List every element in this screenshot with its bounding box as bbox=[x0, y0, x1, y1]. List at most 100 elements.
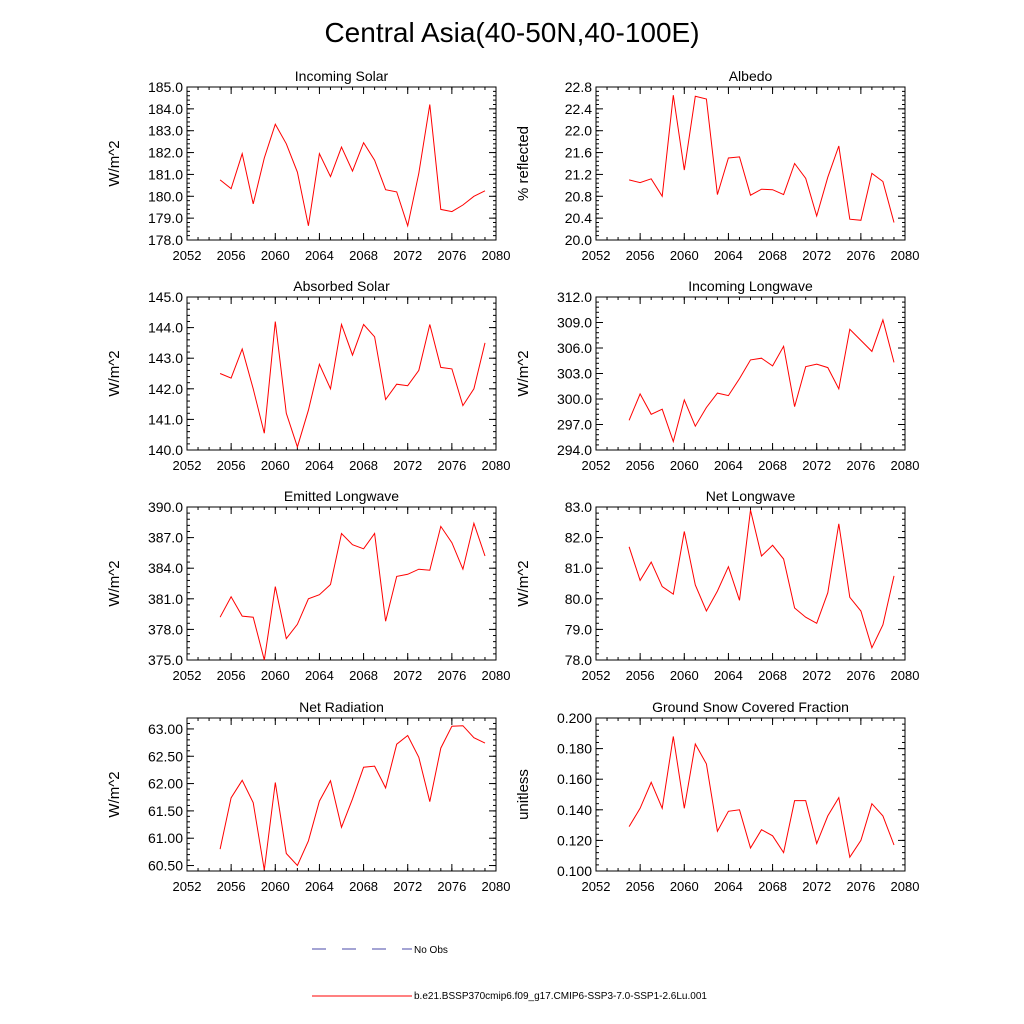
y-tick-label: 303.0 bbox=[557, 366, 592, 382]
x-tick-label: 2064 bbox=[305, 879, 334, 894]
y-axis-label: W/m^2 bbox=[515, 350, 532, 396]
y-tick-label: 21.6 bbox=[565, 145, 592, 161]
figure-title: Central Asia(40-50N,40-100E) bbox=[324, 17, 699, 48]
y-axis-label: W/m^2 bbox=[106, 771, 123, 817]
x-tick-label: 2068 bbox=[349, 248, 378, 263]
x-tick-label: 2064 bbox=[714, 668, 743, 683]
y-tick-label: 179.0 bbox=[148, 210, 183, 226]
panel-title: Ground Snow Covered Fraction bbox=[652, 699, 849, 715]
x-tick-label: 2068 bbox=[349, 668, 378, 683]
x-tick-label: 2056 bbox=[626, 248, 655, 263]
x-tick-label: 2080 bbox=[891, 458, 920, 473]
y-tick-label: 61.00 bbox=[148, 830, 183, 846]
x-tick-label: 2064 bbox=[305, 668, 334, 683]
x-tick-label: 2076 bbox=[437, 458, 466, 473]
y-tick-label: 140.0 bbox=[148, 442, 183, 458]
x-tick-label: 2064 bbox=[305, 458, 334, 473]
plot-frame bbox=[186, 86, 497, 241]
panel-title: Emitted Longwave bbox=[284, 488, 399, 504]
x-tick-label: 2056 bbox=[626, 879, 655, 894]
y-tick-label: 62.50 bbox=[148, 748, 183, 764]
x-tick-label: 2080 bbox=[891, 668, 920, 683]
x-tick-label: 2068 bbox=[349, 879, 378, 894]
x-tick-label: 2064 bbox=[714, 879, 743, 894]
panel-4: Incoming Longwave W/m^2 2052 2056 2060 2064 20… bbox=[515, 278, 919, 473]
x-tick-label: 2052 bbox=[582, 879, 611, 894]
plot-frame bbox=[595, 86, 906, 241]
y-tick-label: 0.180 bbox=[557, 741, 592, 757]
y-tick-label: 294.0 bbox=[557, 442, 592, 458]
y-tick-label: 80.0 bbox=[565, 591, 592, 607]
x-tick-label: 2060 bbox=[261, 668, 290, 683]
y-tick-label: 20.4 bbox=[565, 210, 592, 226]
series-line bbox=[628, 95, 895, 223]
legend-model-label: b.e21.BSSP370cmip6.f09_g17.CMIP6-SSP3-7.… bbox=[414, 991, 707, 1002]
legend-obs-label: No Obs bbox=[414, 945, 448, 956]
y-tick-label: 144.0 bbox=[148, 320, 183, 336]
x-tick-label: 2072 bbox=[393, 879, 422, 894]
x-tick-label: 2060 bbox=[670, 248, 699, 263]
x-tick-label: 2060 bbox=[261, 248, 290, 263]
y-tick-label: 378.0 bbox=[148, 621, 183, 637]
y-tick-label: 22.0 bbox=[565, 123, 592, 139]
y-tick-label: 184.0 bbox=[148, 101, 183, 117]
x-tick-label: 2080 bbox=[891, 879, 920, 894]
x-tick-label: 2080 bbox=[891, 248, 920, 263]
y-tick-label: 141.0 bbox=[148, 411, 183, 427]
x-tick-label: 2080 bbox=[482, 879, 511, 894]
x-tick-label: 2076 bbox=[846, 879, 875, 894]
y-tick-label: 306.0 bbox=[557, 340, 592, 356]
x-tick-label: 2076 bbox=[437, 248, 466, 263]
x-tick-label: 2072 bbox=[802, 668, 831, 683]
x-tick-label: 2056 bbox=[217, 879, 246, 894]
y-tick-label: 78.0 bbox=[565, 652, 592, 668]
panel-title: Albedo bbox=[729, 68, 773, 84]
y-axis-label: W/m^2 bbox=[106, 140, 123, 186]
x-tick-label: 2072 bbox=[802, 458, 831, 473]
y-tick-label: 182.0 bbox=[148, 145, 183, 161]
y-tick-label: 81.0 bbox=[565, 560, 592, 576]
series-line bbox=[628, 509, 895, 650]
y-tick-label: 384.0 bbox=[148, 560, 183, 576]
x-tick-label: 2076 bbox=[846, 458, 875, 473]
x-tick-label: 2056 bbox=[626, 668, 655, 683]
x-tick-label: 2080 bbox=[482, 458, 511, 473]
x-tick-label: 2068 bbox=[758, 248, 787, 263]
y-axis-label: W/m^2 bbox=[515, 560, 532, 606]
panel-title: Incoming Longwave bbox=[688, 278, 813, 294]
y-axis-label: % reflected bbox=[515, 126, 532, 201]
panel-3: Absorbed Solar W/m^2 2052 2056 2060 2064 2068 2… bbox=[106, 278, 510, 473]
x-tick-label: 2068 bbox=[758, 879, 787, 894]
x-tick-label: 2052 bbox=[173, 458, 202, 473]
x-tick-label: 2052 bbox=[582, 248, 611, 263]
panel-6: Net Longwave W/m^2 2052 2056 2060 2064 2068 207… bbox=[515, 488, 919, 683]
y-axis-label: W/m^2 bbox=[106, 560, 123, 606]
legend: No Obs b.e21.BSSP370cmip6.f09_g17.CMIP6-… bbox=[312, 945, 707, 1002]
panel-1: Incoming Solar W/m^2 2052 2056 2060 2064 2068 2… bbox=[106, 68, 510, 263]
x-tick-label: 2076 bbox=[437, 879, 466, 894]
series-line bbox=[219, 321, 486, 449]
y-tick-label: 309.0 bbox=[557, 315, 592, 331]
y-tick-label: 0.140 bbox=[557, 802, 592, 818]
y-tick-label: 82.0 bbox=[565, 530, 592, 546]
plot-frame bbox=[186, 506, 497, 661]
x-tick-label: 2080 bbox=[482, 668, 511, 683]
x-tick-label: 2052 bbox=[173, 668, 202, 683]
x-tick-label: 2060 bbox=[261, 458, 290, 473]
panel-5: Emitted Longwave W/m^2 2052 2056 2060 2064 206… bbox=[106, 488, 510, 683]
plot-frame bbox=[595, 506, 906, 661]
panel-title: Net Radiation bbox=[299, 699, 384, 715]
y-tick-label: 375.0 bbox=[148, 652, 183, 668]
y-tick-label: 0.100 bbox=[557, 863, 592, 879]
y-tick-label: 20.8 bbox=[565, 188, 592, 204]
x-tick-label: 2056 bbox=[217, 458, 246, 473]
series-line bbox=[219, 104, 486, 228]
y-tick-label: 381.0 bbox=[148, 591, 183, 607]
series-line bbox=[628, 318, 895, 444]
series-line bbox=[628, 736, 895, 859]
y-tick-label: 21.2 bbox=[565, 166, 592, 182]
y-tick-label: 181.0 bbox=[148, 166, 183, 182]
panel-title: Incoming Solar bbox=[295, 68, 389, 84]
x-tick-label: 2064 bbox=[714, 248, 743, 263]
